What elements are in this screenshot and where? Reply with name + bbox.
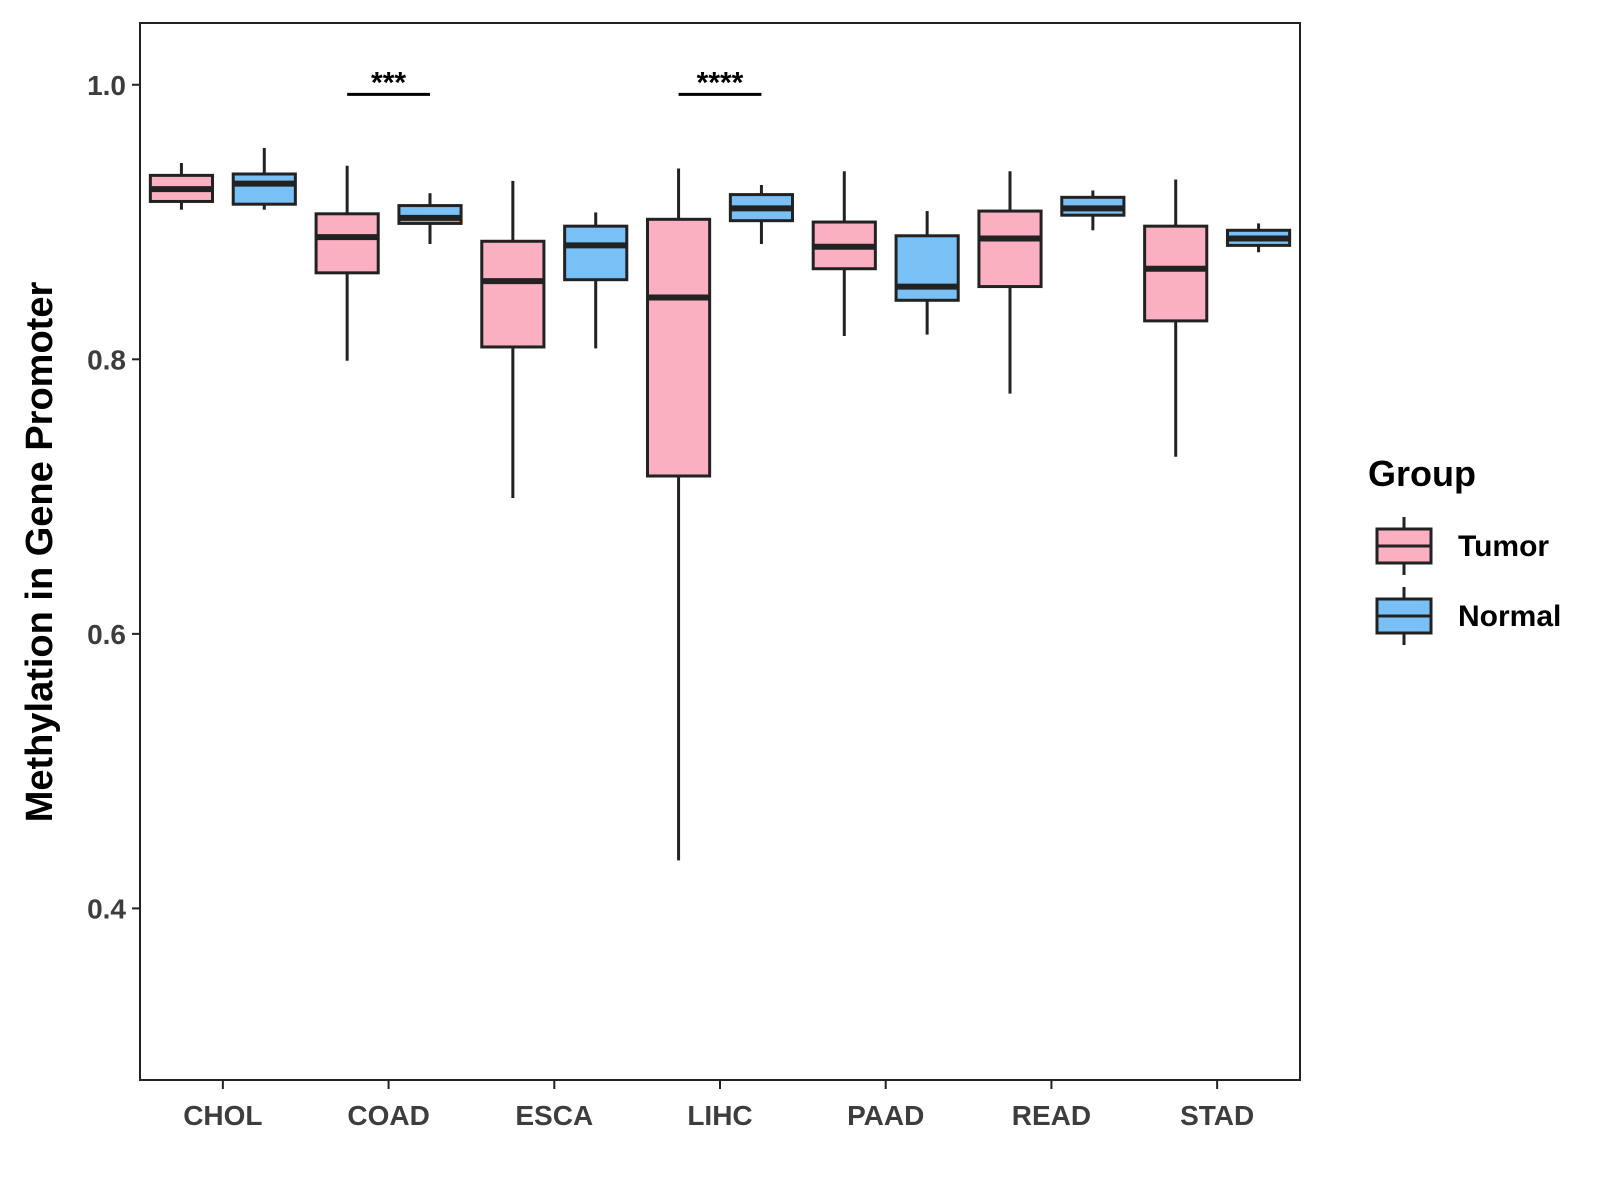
box-body: [480, 239, 546, 349]
box-body: [314, 212, 380, 275]
box-normal-esca: [563, 212, 629, 349]
box-body: [563, 224, 629, 282]
significance-label-coad: ***: [371, 66, 406, 99]
x-axis: CHOL COAD ESCA LIHC PAAD READ STAD: [183, 1080, 1254, 1131]
box-tumor-read: [977, 171, 1043, 394]
y-axis: 0.4 0.6 0.8 1.0: [87, 70, 140, 924]
y-tick-label-1-0: 1.0: [87, 70, 126, 101]
y-tick-label-0-6: 0.6: [87, 619, 126, 650]
y-tick-label-0-8: 0.8: [87, 344, 126, 375]
box-normal-lihc: [728, 184, 794, 245]
y-axis-label: Methylation in Gene Promoter: [19, 282, 61, 823]
significance-label-lihc: ****: [697, 66, 744, 99]
y-tick-label-0-4: 0.4: [87, 893, 126, 924]
box-tumor-chol: [148, 163, 215, 210]
plot-panel: [139, 22, 1301, 1081]
x-tick-label-lihc: LIHC: [687, 1100, 752, 1131]
box-tumor-lihc: [646, 168, 712, 861]
x-tick-label-esca: ESCA: [515, 1100, 593, 1131]
x-tick-label-paad: PAAD: [847, 1100, 924, 1131]
legend-item-normal: Normal: [1375, 587, 1561, 645]
x-tick-label-chol: CHOL: [183, 1100, 262, 1131]
significance-layer: *** ****: [347, 66, 762, 99]
x-tick-label-coad: COAD: [347, 1100, 429, 1131]
box-body: [646, 217, 712, 478]
legend-label-normal: Normal: [1458, 600, 1561, 633]
boxes-layer: [148, 147, 1292, 861]
box-normal-chol: [231, 147, 297, 210]
box-normal-paad: [894, 211, 960, 335]
x-tick-label-stad: STAD: [1180, 1100, 1254, 1131]
box-tumor-esca: [480, 180, 546, 498]
box-tumor-paad: [811, 171, 877, 336]
box-body: [977, 209, 1043, 289]
box-tumor-coad: [314, 165, 380, 361]
x-tick-label-read: READ: [1012, 1100, 1091, 1131]
box-body: [894, 234, 960, 302]
box-normal-coad: [397, 193, 463, 245]
legend-title: Group: [1368, 453, 1476, 494]
box-body: [1143, 224, 1209, 323]
box-body: [231, 172, 297, 206]
legend-label-tumor: Tumor: [1458, 530, 1549, 563]
box-normal-read: [1060, 190, 1126, 231]
box-normal-stad: [1226, 223, 1292, 253]
legend-item-tumor: Tumor: [1375, 517, 1549, 575]
legend: Group Tumor Normal: [1368, 453, 1561, 645]
box-tumor-stad: [1143, 179, 1209, 457]
